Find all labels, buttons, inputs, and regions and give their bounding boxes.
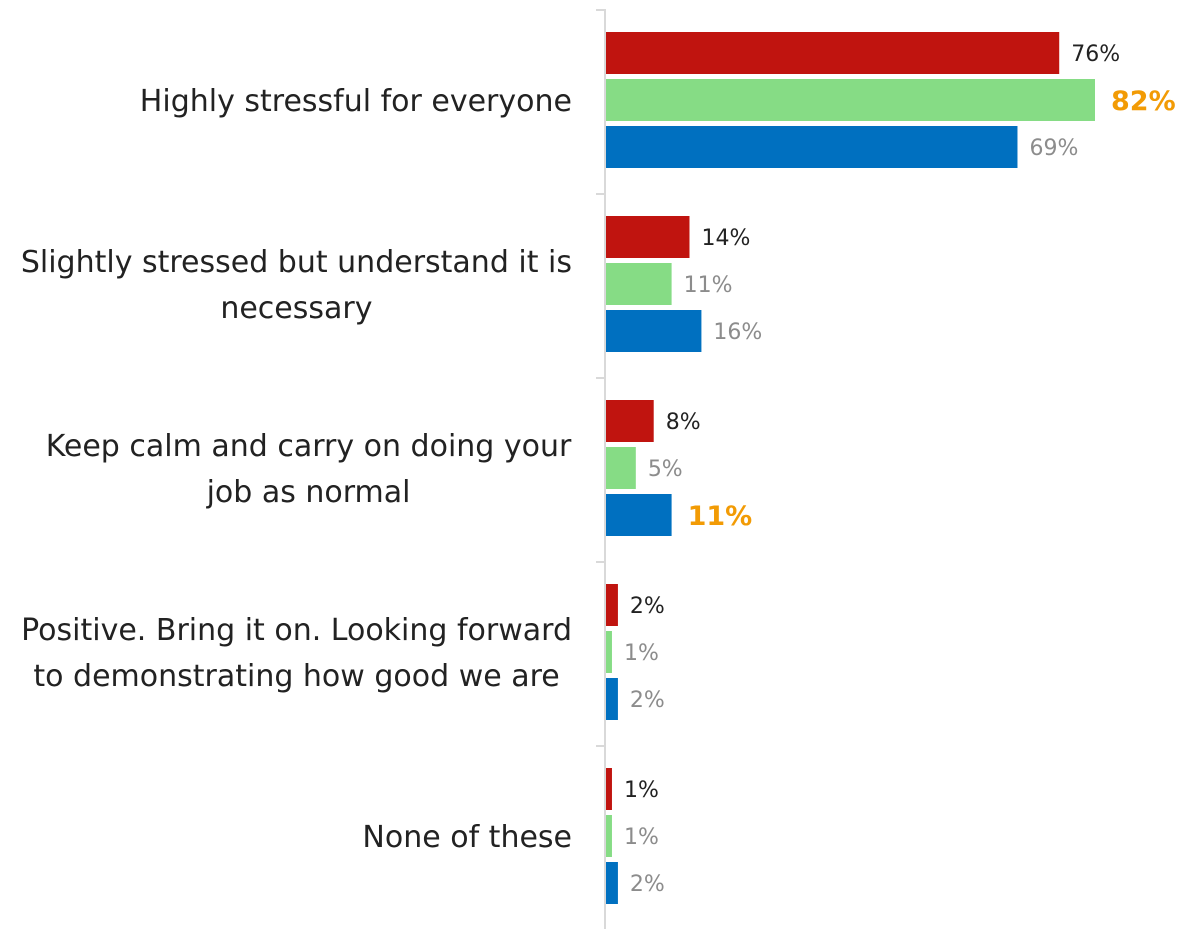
value-label: 1% [624, 825, 659, 850]
bar [606, 768, 612, 810]
value-labels: 76%82%69%14%11%16%8%5%11%2%1%2%1%1%2% [624, 42, 1176, 897]
value-label: 69% [1029, 136, 1078, 161]
value-label: 14% [701, 226, 750, 251]
axis-ticks [596, 9, 606, 747]
value-label: 11% [684, 273, 733, 298]
bar [606, 584, 618, 626]
bar [606, 400, 654, 442]
bar [606, 310, 702, 352]
category-labels: Highly stressful for everyone Slightly st… [21, 84, 572, 855]
value-label: 16% [713, 320, 762, 345]
category-label: Positive. Bring it on. Looking forward to… [21, 613, 572, 694]
value-label: 2% [630, 872, 665, 897]
value-label: 82% [1111, 86, 1176, 117]
category-label: None of these [362, 820, 572, 855]
value-label: 11% [688, 501, 753, 532]
bar [606, 216, 690, 258]
category-label: Slightly stressed but understand it is ne… [21, 245, 572, 326]
bar [606, 862, 618, 904]
bar [606, 263, 672, 305]
bar [606, 494, 672, 536]
bars [606, 32, 1095, 904]
bar [606, 678, 618, 720]
value-label: 1% [624, 778, 659, 803]
value-label: 2% [630, 594, 665, 619]
bar [606, 79, 1095, 121]
bar [606, 815, 612, 857]
bar [606, 447, 636, 489]
bar [606, 631, 612, 673]
bar [606, 32, 1060, 74]
category-label: Highly stressful for everyone [140, 84, 572, 119]
value-label: 2% [630, 688, 665, 713]
value-label: 76% [1071, 42, 1120, 67]
bar [606, 126, 1018, 168]
category-label: Keep calm and carry on doing your job as … [46, 429, 572, 510]
value-label: 5% [648, 457, 683, 482]
value-label: 8% [666, 410, 701, 435]
value-label: 1% [624, 641, 659, 666]
